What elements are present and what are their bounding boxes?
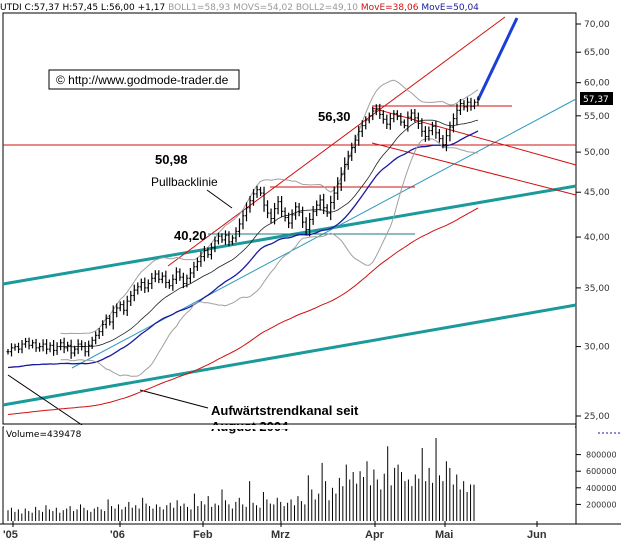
copyright-box <box>48 69 240 90</box>
header-field: BOLL2=49,10 <box>296 3 361 13</box>
volume-axis: 200000 400000 600000 800000 <box>576 451 617 509</box>
label-trendchannel: Aufwärtstrendkanal seit <box>211 403 359 418</box>
volume-label: Volume=439478 <box>6 430 82 440</box>
drawn-lines <box>2 16 577 426</box>
vol-tick-label: 400000 <box>586 484 617 493</box>
y-tick-label: 45,00 <box>584 188 610 198</box>
header-field: H:57,45 <box>62 3 100 13</box>
channel-upper-line <box>2 184 577 286</box>
x-tick-label: Mrz <box>271 529 290 541</box>
label-5630: 56,30 <box>318 109 351 124</box>
time-axis: '05 '06 Feb Mrz Apr Mai Jun <box>3 521 547 541</box>
copyright-text: © http://www.godmode-trader.de <box>56 73 229 87</box>
header-field: +1,17 <box>138 3 168 13</box>
bollinger-lower <box>60 138 479 377</box>
price-bars <box>6 96 480 359</box>
ema-fast-line <box>7 130 479 369</box>
channel-lower-line <box>2 303 577 407</box>
volume-panel-frame <box>2 426 577 525</box>
last-price-tag: 57,37 <box>583 95 609 105</box>
projection-arrow <box>476 17 519 101</box>
label-pullback: Pullbacklinie <box>151 175 218 189</box>
x-tick-label: Apr <box>365 529 385 541</box>
pullback-arrow <box>206 189 233 209</box>
header-field: L:56,00 <box>101 3 138 13</box>
y-tick-label: 65,00 <box>584 48 610 58</box>
volume-panel-cover <box>4 425 575 429</box>
x-tick-label: '06 <box>110 529 125 541</box>
x-tick-label: '05 <box>3 529 18 541</box>
x-tick-label: Mai <box>435 529 453 541</box>
label-5098: 50,98 <box>155 152 188 167</box>
y-tick-label: 40,00 <box>584 233 610 243</box>
bollinger-middle <box>60 119 479 348</box>
red-diag-upper <box>371 107 577 166</box>
ema-slow-line <box>7 207 479 415</box>
channel-arrow-right <box>139 389 209 409</box>
price-axis: 25,00 30,00 35,00 40,00 45,00 50,00 55,00 60,00… <box>576 20 610 422</box>
y-tick-label: 25,00 <box>584 412 610 422</box>
y-tick-label: 55,00 <box>584 112 610 122</box>
header-field: MOVS=54,02 <box>233 3 296 13</box>
header-field: MovE=38,06 <box>361 3 421 13</box>
volume-bars <box>7 438 475 521</box>
y-tick-label: 70,00 <box>584 20 610 30</box>
red-diag-lower <box>371 142 577 196</box>
vol-tick-label: 600000 <box>586 467 617 476</box>
header-field: MovE=50,04 <box>421 3 479 13</box>
y-tick-label: 30,00 <box>584 343 610 353</box>
x-tick-label: Jun <box>527 529 547 541</box>
x-tick-label: Feb <box>193 529 213 541</box>
y-tick-label: 35,00 <box>584 284 610 294</box>
last-price-tag-bg <box>580 92 613 105</box>
header-line: UTDI C:57,37 H:57,45 L:56,00 +1,17 BOLL1… <box>0 3 479 13</box>
y-tick-label: 60,00 <box>584 79 610 89</box>
channel-arrow-left <box>7 374 83 426</box>
y-tick-label: 50,00 <box>584 148 610 158</box>
header-field: BOLL1=58,93 <box>168 3 233 13</box>
label-4020: 40,20 <box>174 228 207 243</box>
vol-tick-label: 200000 <box>586 500 617 509</box>
header-symbol: UTDI <box>0 3 25 13</box>
bollinger-upper <box>60 79 479 335</box>
header-field: C:57,37 <box>25 3 63 13</box>
vol-tick-label: 800000 <box>586 451 617 460</box>
upper-red-trend <box>167 16 506 267</box>
